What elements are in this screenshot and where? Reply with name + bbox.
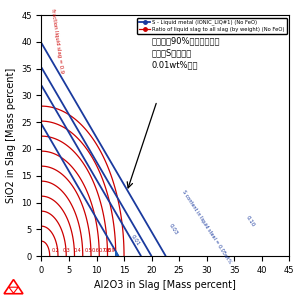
Text: 0.6: 0.6 (92, 248, 99, 253)
Text: 0.3: 0.3 (62, 248, 70, 253)
Text: 0.03: 0.03 (168, 223, 179, 236)
Text: 0.5: 0.5 (84, 248, 92, 253)
Text: 0.2: 0.2 (51, 248, 59, 253)
Text: 0.01: 0.01 (130, 234, 140, 247)
X-axis label: Al2O3 in Slag [Mass percent]: Al2O3 in Slag [Mass percent] (94, 280, 236, 290)
Legend: S - Liquid metal (IONIC_LIQ#1) (No FeO), Ratio of liquid slag to all slag (by we: S - Liquid metal (IONIC_LIQ#1) (No FeO),… (137, 18, 286, 34)
Text: 0.8: 0.8 (103, 248, 111, 253)
Y-axis label: SiO2 in Slag [Mass percent]: SiO2 in Slag [Mass percent] (6, 68, 16, 203)
Text: 0.9: 0.9 (108, 248, 116, 253)
Text: 0.10: 0.10 (245, 215, 256, 228)
Text: fraction liquid slag = 0.9: fraction liquid slag = 0.9 (50, 9, 64, 74)
Text: S content in liquid steel = 0.05wt%: S content in liquid steel = 0.05wt% (181, 189, 232, 264)
Text: 0.4: 0.4 (74, 248, 81, 253)
Text: スラグが90%以上液相で、
溶銃中S含有量が
0.01wt%以下: スラグが90%以上液相で、 溶銃中S含有量が 0.01wt%以下 (152, 36, 220, 69)
Text: 0.7: 0.7 (98, 248, 106, 253)
